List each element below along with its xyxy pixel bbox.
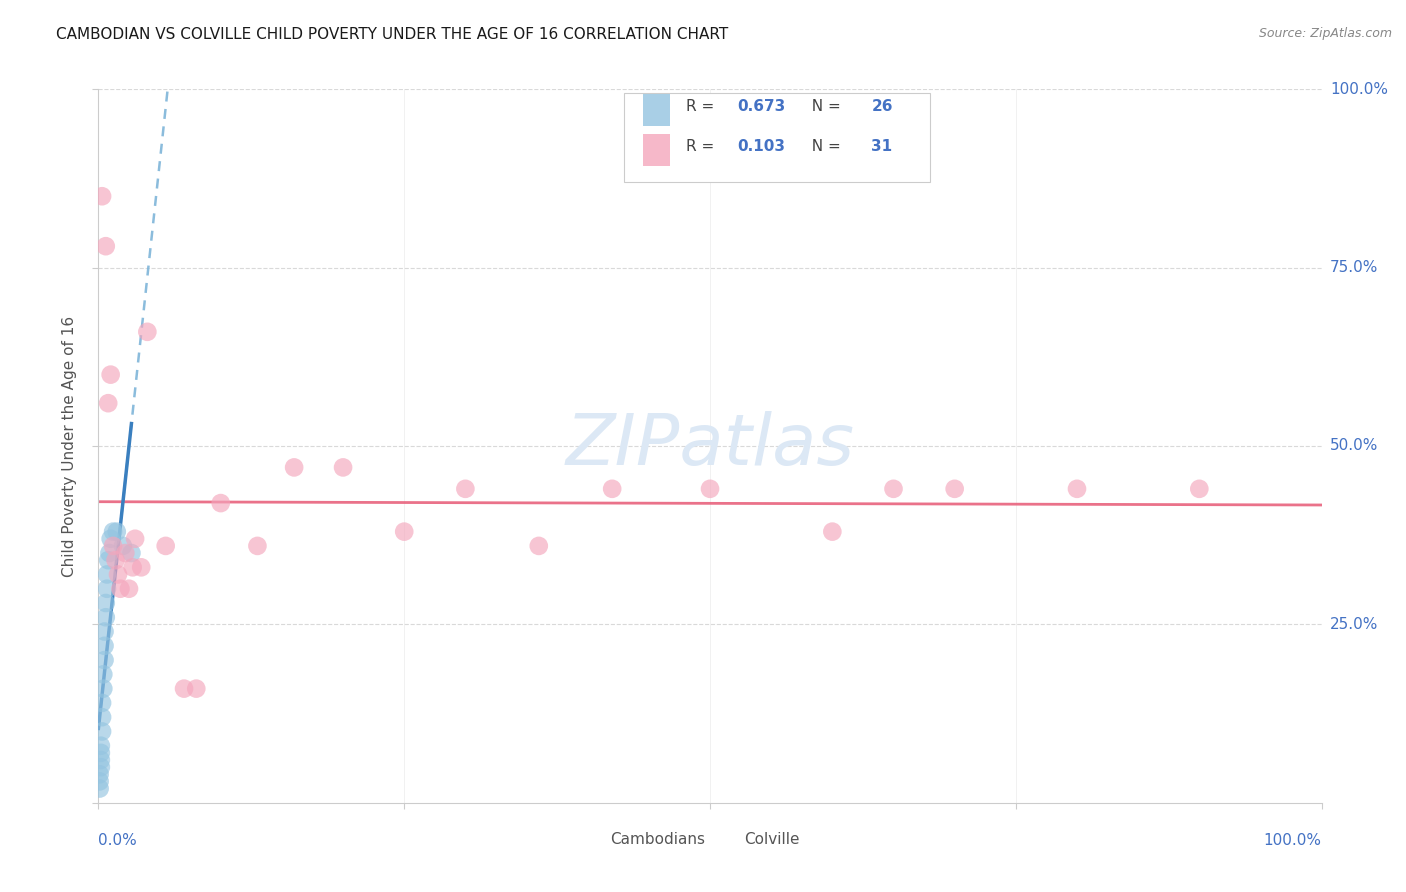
Point <box>527 539 550 553</box>
Point <box>89 767 111 781</box>
Point <box>90 739 112 753</box>
Text: 100.0%: 100.0% <box>1330 82 1388 96</box>
Point <box>91 724 114 739</box>
Point <box>1066 482 1088 496</box>
Point <box>454 482 477 496</box>
Point <box>246 539 269 553</box>
Point <box>883 482 905 496</box>
Point <box>91 681 114 696</box>
Point <box>186 681 208 696</box>
FancyBboxPatch shape <box>643 134 669 166</box>
Point <box>100 532 122 546</box>
Point <box>90 753 112 767</box>
Point <box>1188 482 1211 496</box>
Point <box>136 325 159 339</box>
Point <box>104 553 127 567</box>
Point <box>91 667 114 681</box>
Text: 75.0%: 75.0% <box>1330 260 1378 275</box>
Point <box>93 653 115 667</box>
Text: 0.0%: 0.0% <box>98 833 138 848</box>
Point <box>121 560 143 574</box>
FancyBboxPatch shape <box>710 826 737 853</box>
Point <box>94 596 117 610</box>
Point <box>90 746 112 760</box>
Point <box>118 582 141 596</box>
Point <box>111 539 134 553</box>
Point <box>332 460 354 475</box>
Point <box>101 539 124 553</box>
Point <box>943 482 966 496</box>
Point <box>107 567 129 582</box>
Point <box>101 524 124 539</box>
Text: Source: ZipAtlas.com: Source: ZipAtlas.com <box>1258 27 1392 40</box>
Point <box>100 368 122 382</box>
Text: CAMBODIAN VS COLVILLE CHILD POVERTY UNDER THE AGE OF 16 CORRELATION CHART: CAMBODIAN VS COLVILLE CHILD POVERTY UNDE… <box>56 27 728 42</box>
Point <box>209 496 232 510</box>
Point <box>89 781 111 796</box>
Point <box>91 189 114 203</box>
Point <box>600 482 623 496</box>
Point <box>120 546 142 560</box>
Text: 31: 31 <box>872 139 893 154</box>
Point <box>96 567 118 582</box>
Point <box>392 524 416 539</box>
Text: R =: R = <box>686 139 718 154</box>
Y-axis label: Child Poverty Under the Age of 16: Child Poverty Under the Age of 16 <box>62 316 77 576</box>
Text: R =: R = <box>686 99 718 114</box>
Point <box>90 760 112 774</box>
Text: 26: 26 <box>872 99 893 114</box>
Point <box>98 546 121 560</box>
Point <box>91 696 114 710</box>
FancyBboxPatch shape <box>624 93 931 182</box>
Point <box>821 524 844 539</box>
Point <box>129 560 152 574</box>
Point <box>96 582 118 596</box>
Point <box>94 239 117 253</box>
Point <box>97 396 120 410</box>
Text: Cambodians: Cambodians <box>610 831 704 847</box>
Text: ZIPatlas: ZIPatlas <box>565 411 855 481</box>
Point <box>283 460 305 475</box>
Text: N =: N = <box>801 139 845 154</box>
Point <box>105 524 128 539</box>
Point <box>93 624 115 639</box>
Point <box>124 532 146 546</box>
FancyBboxPatch shape <box>643 95 669 127</box>
Point <box>97 553 120 567</box>
Text: N =: N = <box>801 99 845 114</box>
Point <box>94 610 117 624</box>
FancyBboxPatch shape <box>575 826 602 853</box>
Point <box>93 639 115 653</box>
Text: 50.0%: 50.0% <box>1330 439 1378 453</box>
Text: 0.673: 0.673 <box>737 99 785 114</box>
Text: 0.103: 0.103 <box>737 139 785 154</box>
Point <box>89 774 111 789</box>
Point <box>173 681 195 696</box>
Text: Colville: Colville <box>744 831 800 847</box>
Point <box>155 539 177 553</box>
Point <box>110 582 132 596</box>
Point <box>699 482 721 496</box>
Point <box>114 546 136 560</box>
Text: 25.0%: 25.0% <box>1330 617 1378 632</box>
Point <box>91 710 114 724</box>
Text: 100.0%: 100.0% <box>1264 833 1322 848</box>
